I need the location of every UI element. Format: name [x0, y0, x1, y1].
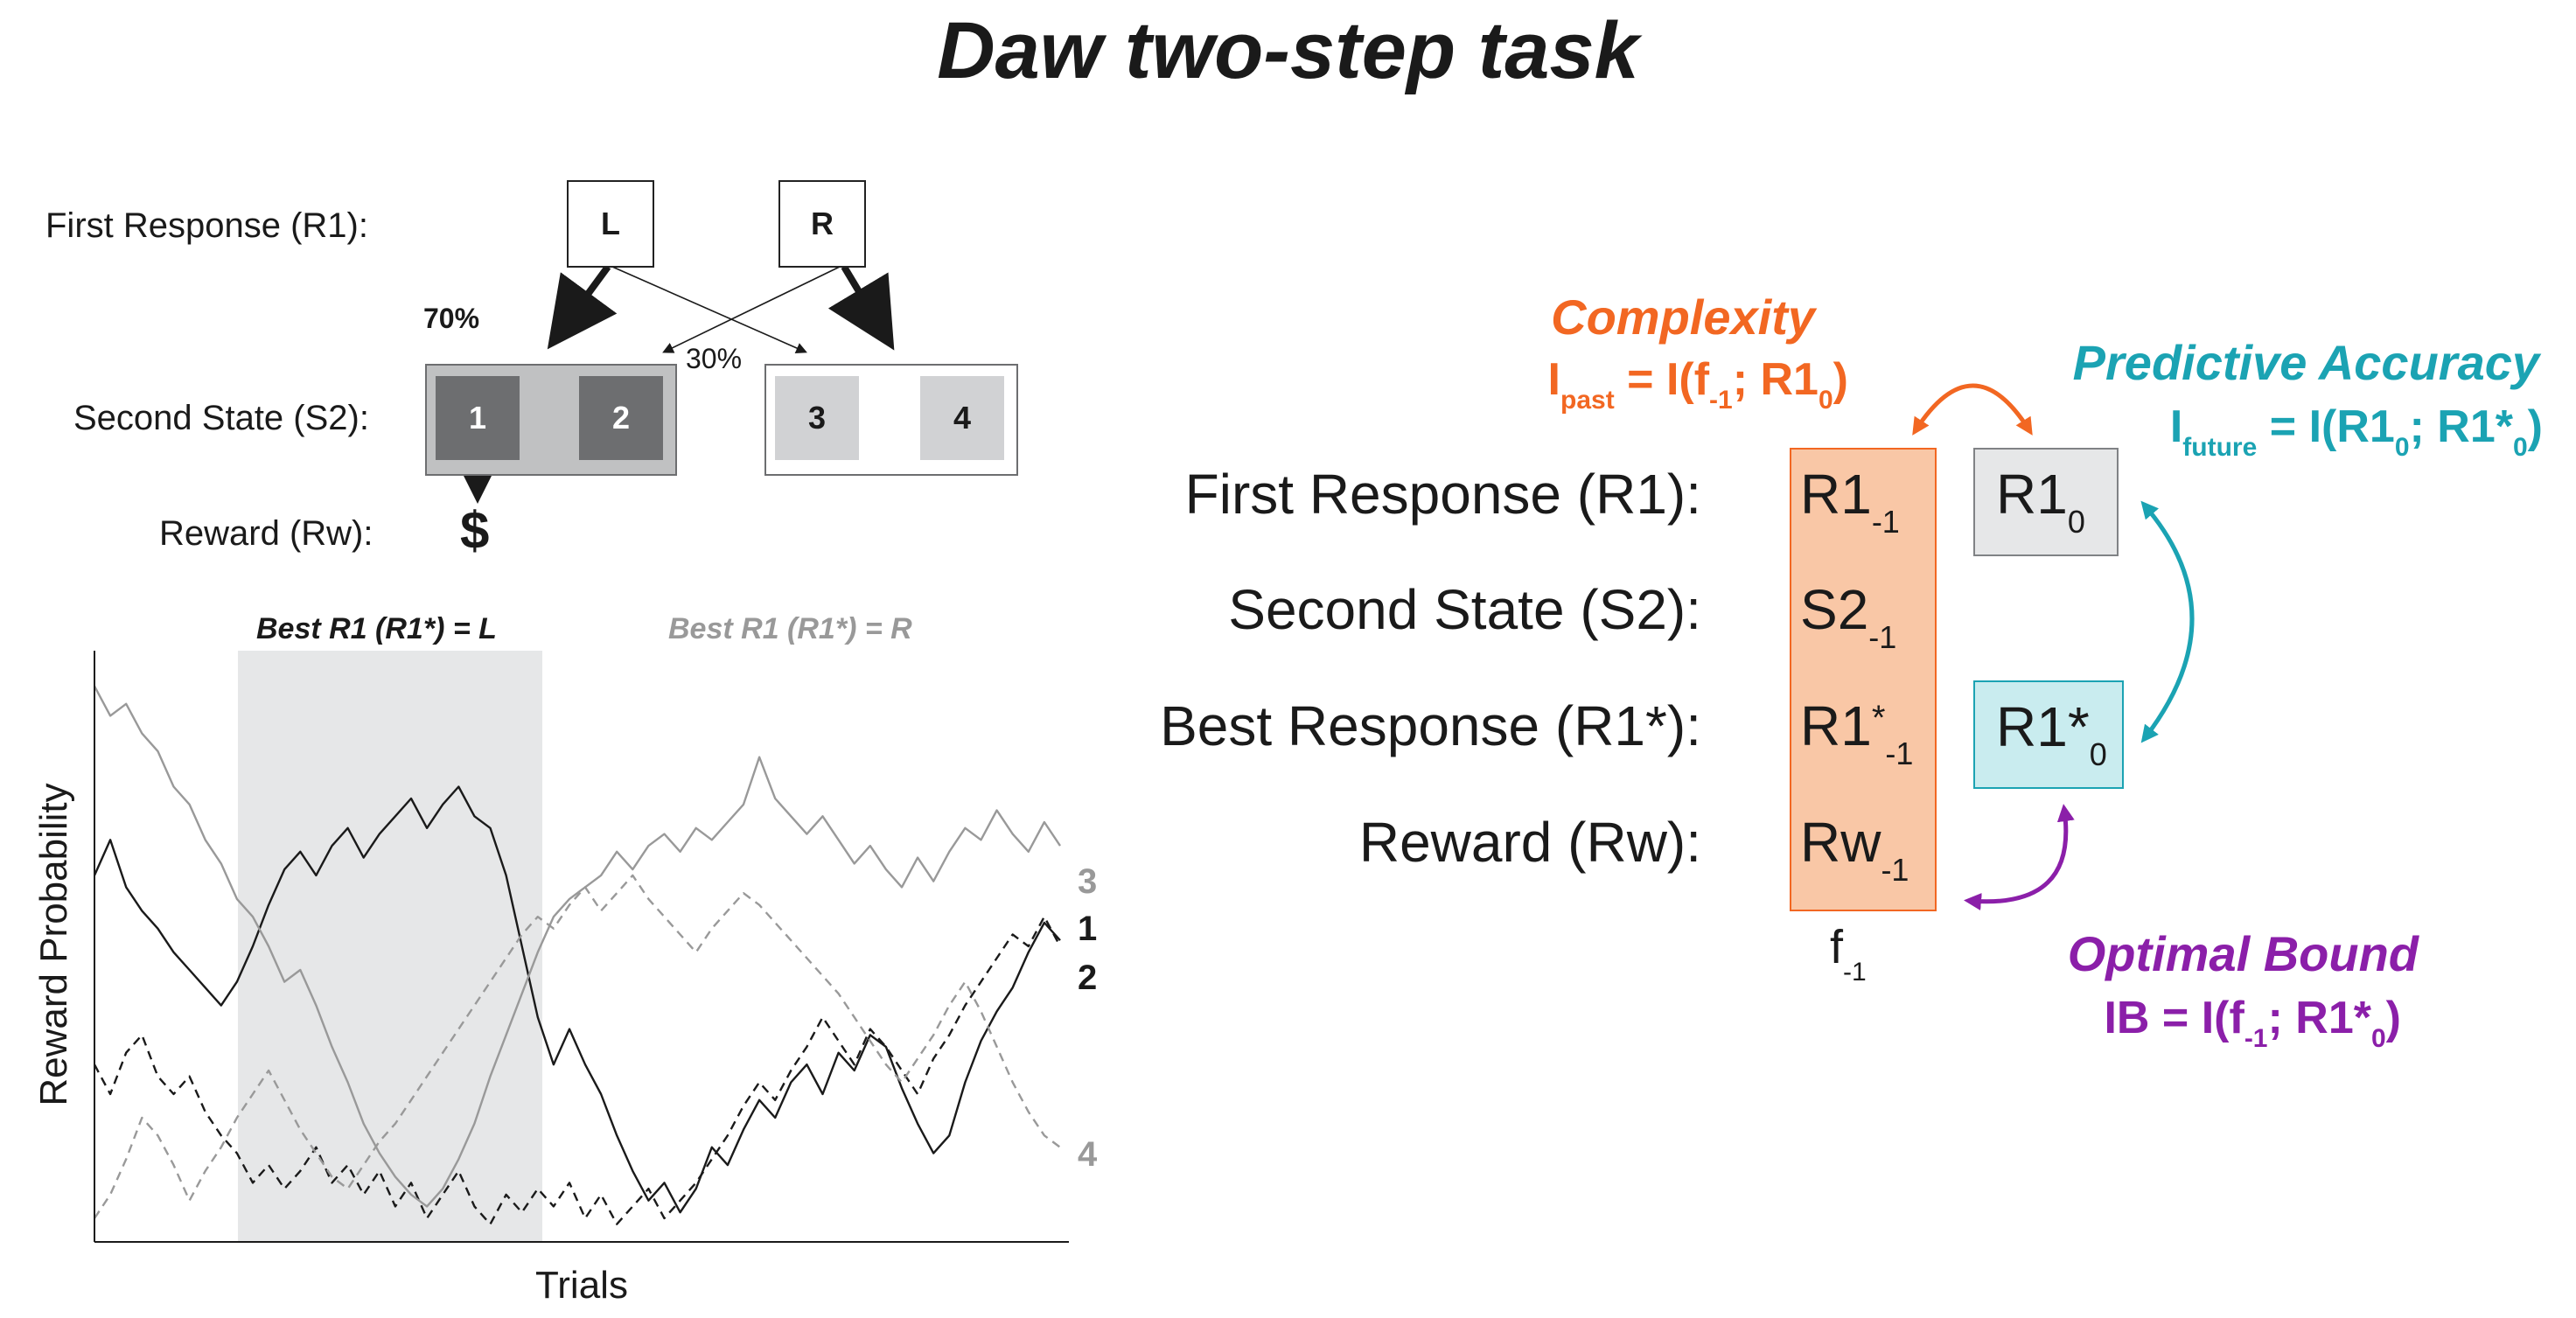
- complexity-arrow: [1912, 383, 2033, 436]
- row-label-reward: Reward (Rw):: [159, 514, 373, 553]
- current-best-label: R1*0: [1996, 695, 2107, 772]
- complexity-title: Complexity: [1551, 289, 1815, 345]
- shaded-epoch-region: [238, 651, 542, 1242]
- common-transition-left-arrow: [547, 264, 618, 350]
- past-variables-box: [1790, 448, 1937, 911]
- series-end-label-1: 1: [1078, 910, 1098, 948]
- y-axis-label: Reward Probability: [32, 783, 75, 1105]
- predictive-accuracy-title: Predictive Accuracy: [2072, 335, 2539, 390]
- current-best-box: [1973, 680, 2124, 789]
- series-line-4: [94, 874, 1061, 1219]
- choice-left-box: L: [567, 180, 654, 268]
- past-cell-r1: R1-1: [1800, 463, 1900, 540]
- optimal-bound-title: Optimal Bound: [2067, 926, 2419, 981]
- epoch-label-left: Best R1 (R1*) = L: [256, 612, 497, 645]
- row-label-first-response: First Response (R1):: [45, 206, 368, 245]
- row-label-second-state: Second State (S2):: [73, 399, 369, 437]
- page-title: Daw two-step task: [937, 6, 1639, 95]
- current-r1-box: [1973, 448, 2119, 556]
- series-end-label-2: 2: [1078, 959, 1098, 997]
- past-cell-rw: Rw-1: [1800, 811, 1909, 888]
- reward-dollar-icon: $: [460, 501, 490, 560]
- series-line-3: [93, 686, 1061, 1208]
- state-1: 1: [436, 376, 520, 460]
- info-row-label-r1: First Response (R1):: [1184, 463, 1701, 526]
- current-r1-label: R10: [1996, 463, 2085, 540]
- rare-transition-right-arrow: [611, 266, 807, 353]
- series-line-1: [93, 785, 1061, 1214]
- info-row-label-r1star: Best Response (R1*):: [1160, 694, 1701, 757]
- optimal-bound-equation: IB = I(f-1; R1*0): [2104, 993, 2401, 1053]
- plot-area: Reward Probability Trials: [32, 651, 1069, 1307]
- state-2: 2: [579, 376, 663, 460]
- state-4: 4: [920, 376, 1004, 460]
- common-transition-right-arrow: [827, 264, 895, 351]
- epoch-label-right: Best R1 (R1*) = R: [668, 612, 912, 645]
- predictive-accuracy-arrow: [2140, 500, 2195, 743]
- rare-transition-left-arrow: [662, 266, 841, 353]
- series-end-label-4: 4: [1078, 1135, 1098, 1174]
- predictive-accuracy-equation: Ifuture = I(R10; R1*0): [2169, 401, 2543, 462]
- complexity-equation: Ipast = I(f-1; R10): [1547, 354, 1848, 415]
- optimal-bound-arrow: [1964, 804, 2075, 911]
- x-axis-label: Trials: [535, 1264, 628, 1307]
- common-transition-label: 70%: [423, 303, 480, 334]
- choice-right-box: R: [778, 180, 866, 268]
- past-cell-s2: S2-1: [1800, 578, 1897, 655]
- series-line-2: [93, 915, 1062, 1225]
- past-cell-r1star: R1*-1: [1800, 694, 1914, 771]
- info-row-label-rw: Reward (Rw):: [1358, 811, 1701, 874]
- rare-transition-label: 30%: [686, 343, 743, 374]
- info-row-label-s2: Second State (S2):: [1228, 578, 1701, 641]
- series-end-label-3: 3: [1078, 862, 1098, 901]
- state-3: 3: [775, 376, 859, 460]
- transition-arrows: [464, 264, 895, 504]
- past-label-f: f-1: [1830, 921, 1867, 987]
